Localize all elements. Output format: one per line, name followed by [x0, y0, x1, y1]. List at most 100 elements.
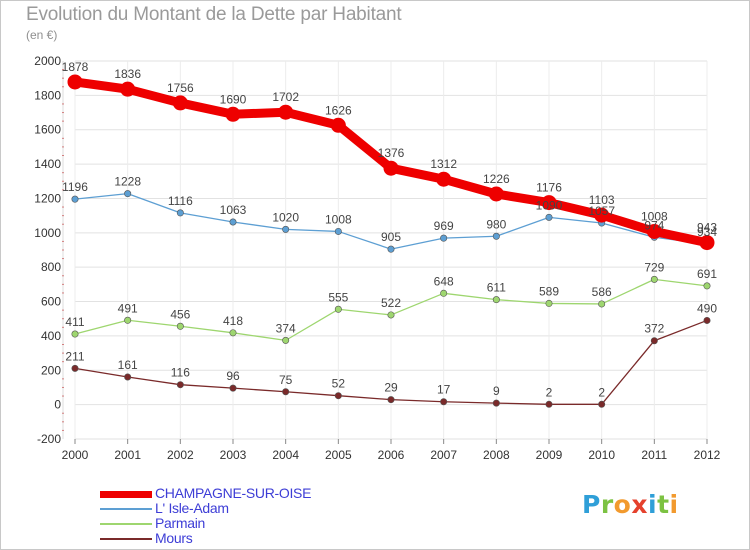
data-label: 411	[65, 315, 84, 329]
data-label: 1626	[325, 103, 352, 117]
data-point	[545, 400, 553, 408]
data-label: 555	[328, 290, 348, 304]
x-tick-label: 2008	[483, 448, 510, 462]
data-label: 648	[434, 274, 454, 288]
data-label: 1008	[641, 209, 668, 223]
data-label: 1690	[220, 92, 247, 106]
data-point	[172, 95, 188, 111]
y-tick-label: 1000	[34, 226, 61, 240]
data-label: 211	[65, 349, 84, 363]
x-tick-label: 2001	[114, 448, 141, 462]
data-point	[334, 392, 342, 400]
data-label: 1090	[536, 198, 563, 212]
legend-swatch	[100, 508, 152, 510]
series	[67, 74, 715, 408]
data-point	[492, 296, 500, 304]
data-point	[278, 104, 294, 120]
y-tick-label: 1600	[34, 123, 61, 137]
data-labels: 211 161 116 96 75 52 29 17 9 2 2 372 490 411 491 456 418…	[62, 60, 718, 399]
data-point	[650, 337, 658, 345]
x-tick-label: 2004	[272, 448, 299, 462]
data-label: 17	[437, 383, 451, 397]
brand-letter: i	[648, 490, 658, 519]
data-label: 1057	[588, 204, 615, 218]
data-label: 9	[493, 384, 500, 398]
data-label: 52	[332, 377, 346, 391]
x-tick-label: 2010	[588, 448, 615, 462]
data-label: 1878	[62, 60, 89, 74]
data-label: 1702	[272, 90, 299, 104]
data-point	[225, 106, 241, 122]
data-point	[598, 300, 606, 308]
y-tick-label: 1400	[34, 157, 61, 171]
data-point	[545, 213, 553, 221]
data-point	[387, 245, 395, 253]
x-tick-label: 2009	[536, 448, 563, 462]
data-label: 691	[697, 267, 717, 281]
legend-label: Parmain	[155, 515, 206, 531]
data-point	[440, 289, 448, 297]
data-point	[492, 232, 500, 240]
data-point	[440, 398, 448, 406]
x-tick-label: 2007	[430, 448, 457, 462]
data-point	[440, 234, 448, 242]
axes: -200 0 200 400 600 800 1000 1200 1400 1600 1800 200…	[34, 54, 720, 462]
data-point	[176, 322, 184, 330]
data-label: 586	[592, 285, 612, 299]
data-label: 29	[384, 381, 398, 395]
data-point	[646, 223, 662, 239]
data-point	[334, 227, 342, 235]
legend-label: Mours	[155, 530, 193, 546]
y-tick-label: 1200	[34, 191, 61, 205]
data-point	[330, 117, 346, 133]
data-label: 161	[118, 358, 138, 372]
data-point	[541, 195, 557, 211]
data-point	[71, 195, 79, 203]
data-point	[387, 311, 395, 319]
data-point	[282, 225, 290, 233]
legend-swatch	[100, 523, 152, 525]
data-point	[124, 316, 132, 324]
data-label: 1196	[62, 180, 88, 194]
y-tick-label: 2000	[34, 54, 61, 68]
data-label: 943	[697, 221, 717, 235]
x-tick-label: 2012	[694, 448, 721, 462]
data-point	[699, 235, 715, 251]
data-point	[71, 364, 79, 372]
chart-unit: (en €)	[26, 28, 58, 42]
legend-label: CHAMPAGNE-SUR-OISE	[155, 485, 312, 501]
data-label: 374	[276, 321, 296, 335]
data-label: 1376	[378, 146, 405, 160]
data-label: 1226	[483, 172, 510, 186]
brand-letter: r	[600, 490, 614, 519]
x-tick-label: 2002	[167, 448, 194, 462]
data-label: 980	[486, 217, 506, 231]
brand-logo: Proxiti	[582, 490, 679, 519]
data-label: 729	[644, 260, 664, 274]
data-point	[492, 399, 500, 407]
data-label: 491	[118, 301, 138, 315]
data-point	[334, 305, 342, 313]
data-label: 2	[546, 385, 553, 399]
data-label: 1312	[430, 157, 457, 171]
x-tick-label: 2011	[641, 448, 667, 462]
data-label: 1176	[536, 181, 562, 195]
brand-letter: t	[657, 490, 670, 519]
y-tick-label: 200	[41, 363, 61, 377]
y-tick-label: 600	[41, 295, 61, 309]
data-point	[67, 74, 83, 90]
data-label: 1836	[114, 67, 141, 81]
data-point	[176, 381, 184, 389]
brand-letter: i	[669, 490, 679, 519]
data-label: 75	[279, 373, 293, 387]
data-point	[387, 396, 395, 404]
y-tick-label: 0	[54, 398, 61, 412]
data-point	[488, 186, 504, 202]
data-point	[120, 81, 136, 97]
x-tick-label: 2003	[220, 448, 247, 462]
data-label: 1228	[114, 175, 141, 189]
data-label: 1020	[272, 210, 299, 224]
data-label: 974	[644, 218, 664, 232]
data-label: 2	[598, 385, 605, 399]
